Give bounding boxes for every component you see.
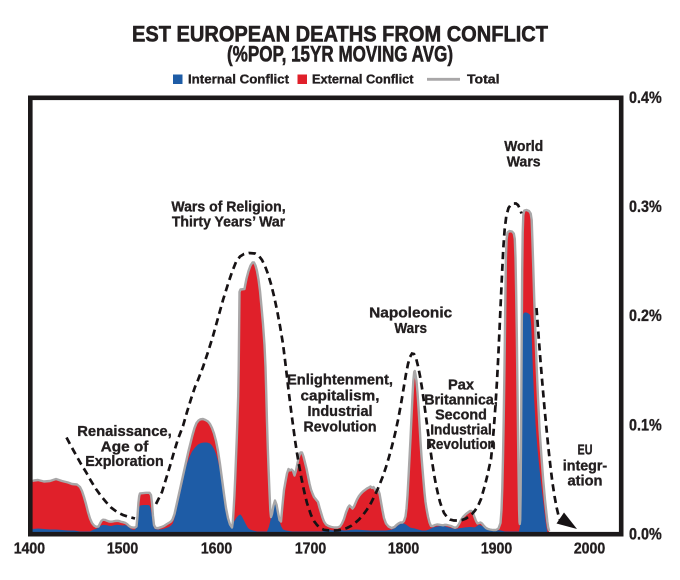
svg-text:integr-: integr-: [563, 457, 607, 474]
svg-text:Revolution: Revolution: [426, 436, 496, 453]
svg-text:ation: ation: [568, 472, 603, 489]
svg-text:2000: 2000: [574, 540, 605, 557]
svg-text:1800: 1800: [388, 540, 419, 557]
svg-text:0.4%: 0.4%: [629, 89, 662, 107]
svg-text:Wars: Wars: [394, 320, 427, 337]
svg-text:Exploration: Exploration: [85, 453, 163, 470]
svg-text:Industrial: Industrial: [430, 421, 492, 438]
svg-text:1400: 1400: [14, 540, 45, 557]
svg-text:Renaissance,: Renaissance,: [77, 423, 172, 440]
svg-text:Wars of Religion,: Wars of Religion,: [171, 199, 285, 216]
svg-text:Thirty Years’ War: Thirty Years’ War: [172, 214, 285, 231]
svg-text:Napoleonic: Napoleonic: [369, 305, 452, 322]
svg-text:External Conflict: External Conflict: [312, 73, 414, 87]
svg-text:1900: 1900: [481, 540, 512, 557]
svg-text:1700: 1700: [295, 540, 326, 557]
svg-text:Britannica,: Britannica,: [424, 392, 498, 409]
svg-text:0.0%: 0.0%: [629, 525, 662, 543]
svg-text:Second: Second: [435, 406, 487, 423]
svg-text:Enlightenment,: Enlightenment,: [287, 372, 393, 389]
svg-text:Pax: Pax: [448, 377, 475, 394]
svg-text:Wars: Wars: [507, 154, 541, 171]
svg-text:World: World: [504, 138, 543, 155]
svg-text:Revolution: Revolution: [304, 419, 377, 436]
svg-text:EU: EU: [578, 442, 593, 459]
svg-text:(%POP, 15YR MOVING AVG): (%POP, 15YR MOVING AVG): [227, 42, 453, 67]
svg-text:Industrial: Industrial: [308, 403, 373, 420]
svg-text:1500: 1500: [107, 540, 138, 557]
svg-text:Total: Total: [467, 73, 500, 87]
svg-text:Internal Conflict: Internal Conflict: [188, 73, 290, 87]
svg-text:1600: 1600: [201, 540, 232, 557]
svg-text:0.3%: 0.3%: [629, 198, 662, 216]
svg-text:Age of: Age of: [101, 439, 150, 456]
svg-text:0.2%: 0.2%: [629, 307, 662, 325]
svg-text:capitalism,: capitalism,: [301, 387, 380, 404]
svg-text:0.1%: 0.1%: [629, 416, 662, 434]
svg-text:EST EUROPEAN DEATHS FROM CONFL: EST EUROPEAN DEATHS FROM CONFLICT: [132, 22, 548, 47]
